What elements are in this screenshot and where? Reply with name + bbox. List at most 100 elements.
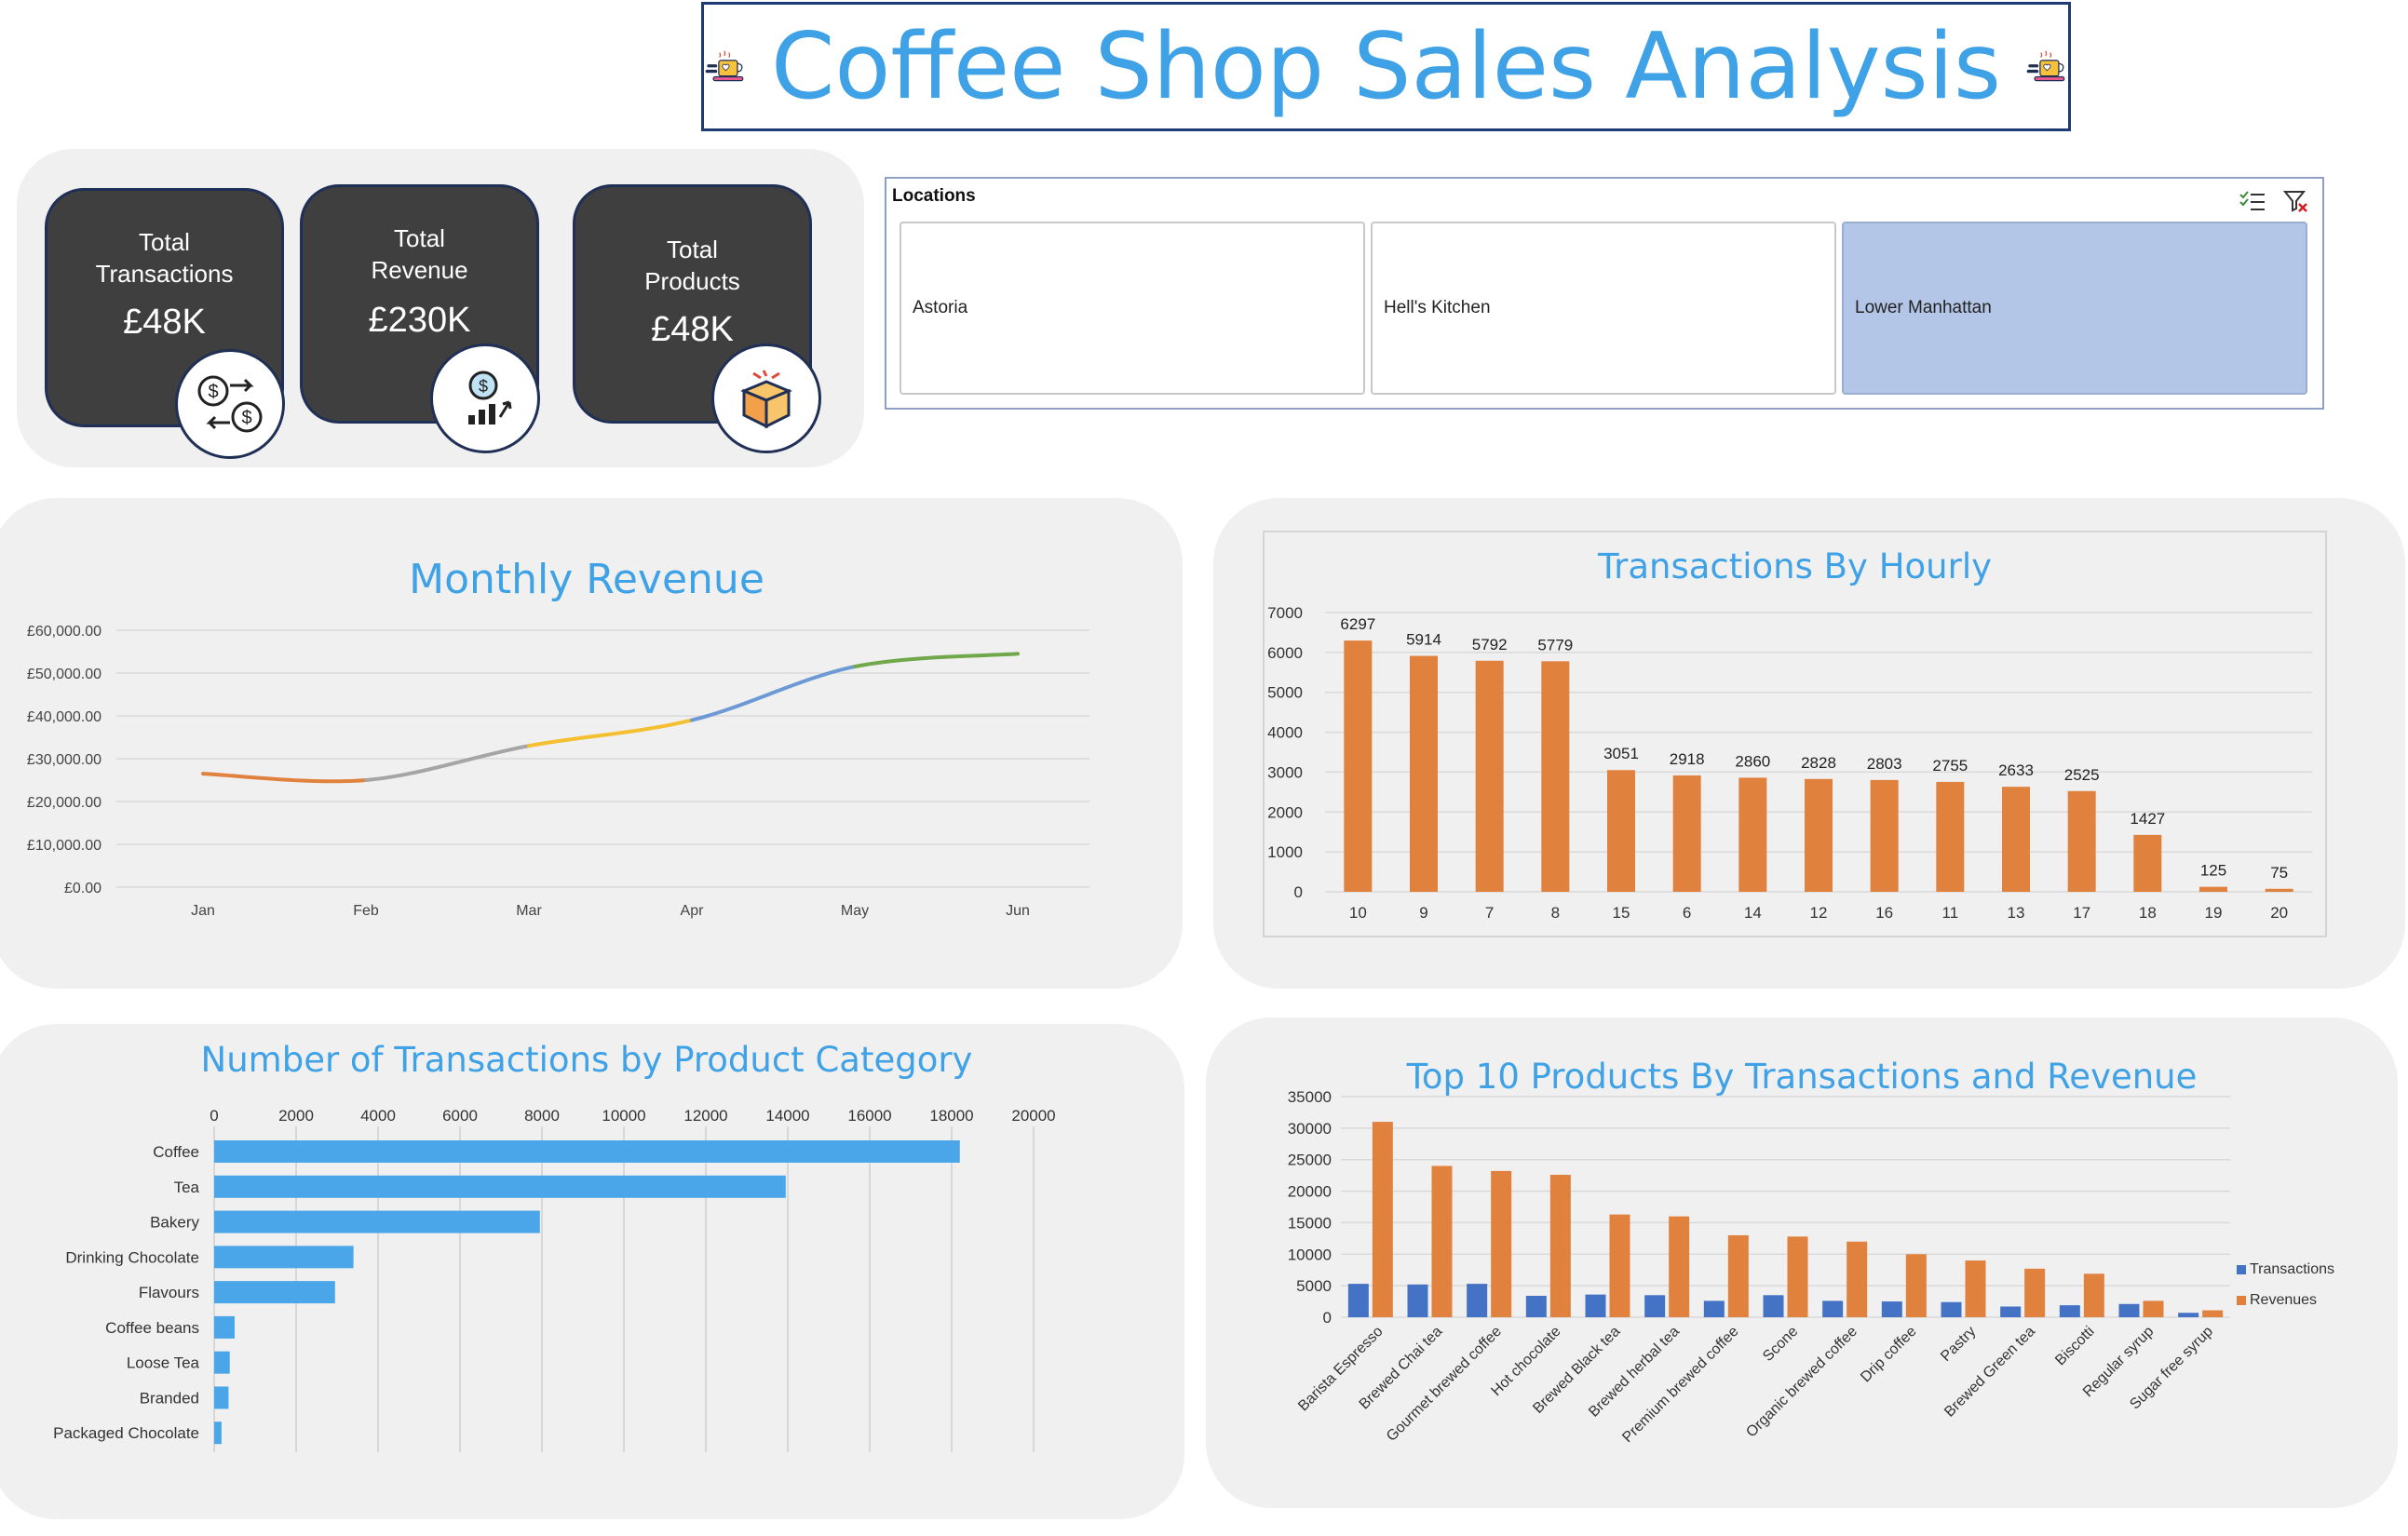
y-tick-label: 7000	[1267, 604, 1303, 622]
x-tick-label: 18000	[929, 1107, 973, 1125]
y-tick-label: Bakery	[150, 1214, 199, 1232]
data-label: 6297	[1340, 615, 1375, 633]
bar-revenues	[1431, 1165, 1453, 1317]
y-tick-label: 4000	[1267, 724, 1303, 742]
x-tick-label: Jun	[1006, 903, 1030, 919]
x-tick-label: Drip coffee	[1858, 1324, 1920, 1386]
y-tick-label: 15000	[1288, 1214, 1332, 1232]
bar	[214, 1421, 222, 1445]
chart-title: Transactions By Hourly	[1597, 546, 1993, 586]
bar-revenues	[2024, 1268, 2046, 1317]
kpi-label: Total	[667, 236, 718, 263]
x-tick-label: May	[841, 903, 869, 919]
kpi-label: Products	[644, 267, 740, 295]
x-tick-label: 9	[1419, 904, 1427, 922]
bar-revenues	[1847, 1241, 1868, 1317]
x-tick-label: 20000	[1011, 1107, 1055, 1125]
locations-slicer: Locations Astoria Hell's Kitchen Lower M…	[885, 177, 2324, 410]
data-label: 2828	[1801, 754, 1836, 772]
x-tick-label: Mar	[516, 903, 542, 919]
bar-revenues	[1491, 1170, 1512, 1317]
x-tick-label: 8	[1551, 904, 1560, 922]
bar-transactions	[1763, 1295, 1784, 1317]
series-line-segment	[201, 772, 368, 784]
data-label: 2860	[1735, 752, 1770, 770]
chart-title: Top 10 Products By Transactions and Reve…	[1406, 1057, 2198, 1097]
bar	[1607, 770, 1635, 892]
bar	[2002, 787, 2030, 892]
bar	[214, 1315, 235, 1339]
x-tick-label: 0	[210, 1107, 218, 1125]
legend-swatch	[2237, 1265, 2246, 1274]
kpi-panel: Total Transactions £48K $ $ Total Revenu…	[17, 149, 864, 467]
bar-transactions	[1525, 1295, 1547, 1317]
x-tick-label: 10000	[602, 1107, 645, 1125]
y-tick-label: £0.00	[64, 881, 101, 896]
bar	[1410, 655, 1438, 892]
x-tick-label: 14000	[765, 1107, 809, 1125]
bar	[1344, 640, 1373, 892]
data-label: 5914	[1406, 631, 1441, 649]
bar	[2133, 834, 2162, 892]
x-tick-label: 17	[2073, 904, 2090, 922]
y-tick-label: £50,000.00	[27, 667, 101, 682]
bar-transactions	[2118, 1303, 2140, 1317]
hourly-transactions-chart: 0 1000 2000 3000 4000 5000 6000 7000 6297 10 5914 9…	[1267, 604, 2312, 922]
x-tick-label: 18	[2139, 904, 2157, 922]
x-tick-label: 19	[2205, 904, 2223, 922]
chart-title: Monthly Revenue	[409, 556, 764, 603]
bar-transactions	[1881, 1301, 1902, 1317]
y-tick-label: Tea	[174, 1179, 200, 1196]
slicer-item-label: Astoria	[913, 298, 968, 317]
y-tick-label: 5000	[1296, 1277, 1332, 1295]
multi-select-icon[interactable]	[2239, 190, 2266, 212]
x-tick-label: Feb	[353, 903, 379, 919]
x-tick-label: Pastry	[1938, 1324, 1979, 1365]
data-label: 5779	[1537, 636, 1573, 653]
kpi-value: £48K	[651, 310, 734, 349]
y-tick-label: £20,000.00	[27, 795, 101, 811]
bar-transactions	[1644, 1295, 1666, 1317]
page-title: Coffee Shop Sales Analysis	[770, 13, 2002, 120]
slicer-item-hells-kitchen[interactable]: Hell's Kitchen	[1371, 222, 1836, 395]
kpi-value: £230K	[368, 301, 471, 340]
y-tick-label: 35000	[1288, 1088, 1332, 1106]
y-tick-label: £60,000.00	[27, 624, 101, 640]
series-line-segment	[690, 665, 857, 722]
y-tick-label: Branded	[140, 1389, 199, 1407]
bar	[2199, 886, 2227, 892]
hourly-transactions-panel: Transactions By Hourly 0 1000 2000 3000 4000…	[1213, 498, 2405, 989]
x-tick-label: 4000	[360, 1107, 396, 1125]
chart-title: Number of Transactions by Product Catego…	[200, 1040, 973, 1080]
product-box-icon	[711, 344, 821, 453]
bar	[1541, 661, 1570, 892]
bar-revenues	[1965, 1260, 1986, 1317]
y-tick-label: 0	[1294, 883, 1303, 901]
bar	[1805, 778, 1833, 892]
y-tick-label: £30,000.00	[27, 752, 101, 768]
svg-text:$: $	[479, 377, 488, 396]
bar	[214, 1140, 960, 1163]
y-tick-label: £40,000.00	[27, 709, 101, 725]
bar-revenues	[2083, 1273, 2104, 1317]
slicer-item-lower-manhattan[interactable]: Lower Manhattan	[1842, 222, 2307, 395]
x-tick-label: Organic brewed coffee	[1743, 1324, 1860, 1441]
revenue-growth-icon: $	[430, 344, 540, 453]
legend-label: Transactions	[2250, 1261, 2334, 1277]
data-label: 75	[2270, 864, 2288, 882]
coffee-cup-icon	[705, 50, 744, 81]
x-tick-label: 12	[1810, 904, 1828, 922]
x-tick-label: 13	[2008, 904, 2025, 922]
x-tick-label: 16	[1875, 904, 1893, 922]
bar-transactions	[1347, 1284, 1369, 1317]
data-label: 2918	[1670, 750, 1705, 768]
bar	[214, 1351, 230, 1374]
bar-transactions	[2000, 1306, 2022, 1317]
slicer-item-astoria[interactable]: Astoria	[900, 222, 1365, 395]
kpi-card-transactions: Total Transactions £48K $ $	[45, 188, 285, 459]
bar-transactions	[2059, 1305, 2080, 1317]
x-tick-label: Jan	[191, 903, 215, 919]
clear-filter-icon[interactable]	[2283, 190, 2309, 212]
series-line-segment	[527, 718, 694, 748]
y-tick-label: Flavours	[139, 1284, 199, 1301]
